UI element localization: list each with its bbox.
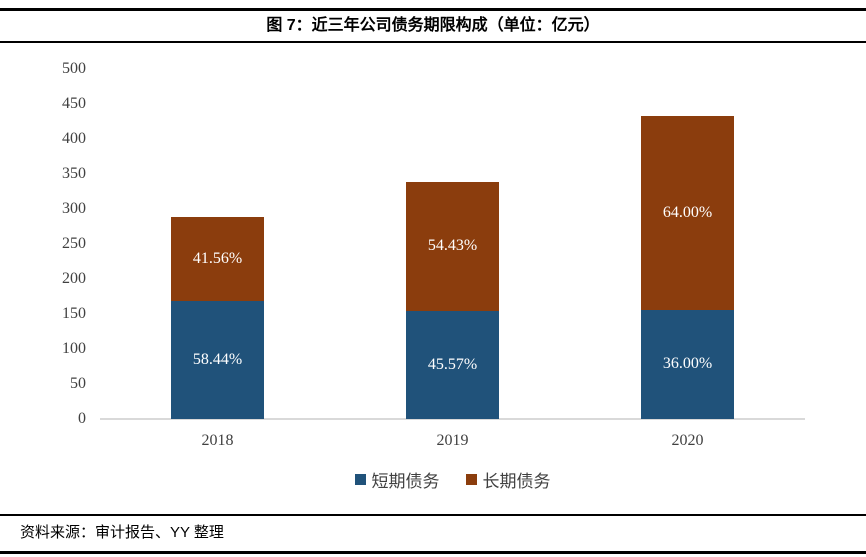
y-tick-label: 250 xyxy=(62,235,86,252)
bar-percent-label: 41.56% xyxy=(192,250,243,268)
bar-percent-label: 54.43% xyxy=(427,237,478,255)
y-tick-label: 50 xyxy=(70,375,86,392)
x-tick-label: 2020 xyxy=(671,432,704,449)
y-tick-label: 400 xyxy=(62,130,86,147)
footer-top-divider xyxy=(0,514,866,516)
y-tick-label: 350 xyxy=(62,165,86,182)
bar-segment-long-term: 64.00% xyxy=(641,115,734,310)
legend-swatch xyxy=(354,474,366,485)
chart-legend: 短期债务 长期债务 xyxy=(100,467,805,492)
y-tick-label: 0 xyxy=(78,410,86,427)
source-note: 资料来源：审计报告、YY 整理 xyxy=(20,524,224,541)
top-divider xyxy=(0,8,866,11)
x-tick-label: 2018 xyxy=(201,432,234,449)
bar-segment-long-term: 54.43% xyxy=(406,181,499,311)
y-tick-label: 450 xyxy=(62,95,86,112)
bar-segment-short-term: 58.44% xyxy=(171,301,264,419)
x-axis-line xyxy=(100,418,805,420)
title-divider xyxy=(0,41,866,43)
legend-item-short-term: 短期债务 xyxy=(354,467,440,492)
y-tick-label: 200 xyxy=(62,270,86,287)
y-tick-label: 500 xyxy=(62,60,86,77)
bar-percent-label: 64.00% xyxy=(662,203,713,221)
bar-percent-label: 45.57% xyxy=(427,355,478,373)
bar-percent-label: 36.00% xyxy=(662,355,713,373)
y-tick-label: 150 xyxy=(62,305,86,322)
y-tick-label: 100 xyxy=(62,340,86,357)
y-tick-label: 300 xyxy=(62,200,86,217)
debt-term-structure-chart: 500 450 400 350 300 250 200 150 100 50 0 58.44% 41.5… xyxy=(0,44,866,514)
bar-segment-short-term: 45.57% xyxy=(406,310,499,419)
legend-item-long-term: 长期债务 xyxy=(465,467,551,492)
bar-percent-label: 58.44% xyxy=(192,351,243,369)
legend-label: 长期债务 xyxy=(482,472,551,491)
legend-swatch xyxy=(465,474,477,485)
x-tick-label: 2019 xyxy=(436,432,469,449)
bottom-divider xyxy=(0,551,866,554)
bar-segment-long-term: 41.56% xyxy=(171,217,264,302)
legend-label: 短期债务 xyxy=(371,472,440,491)
bar-segment-short-term: 36.00% xyxy=(641,309,734,419)
figure-title: 图 7：近三年公司债务期限构成（单位：亿元） xyxy=(266,17,600,34)
